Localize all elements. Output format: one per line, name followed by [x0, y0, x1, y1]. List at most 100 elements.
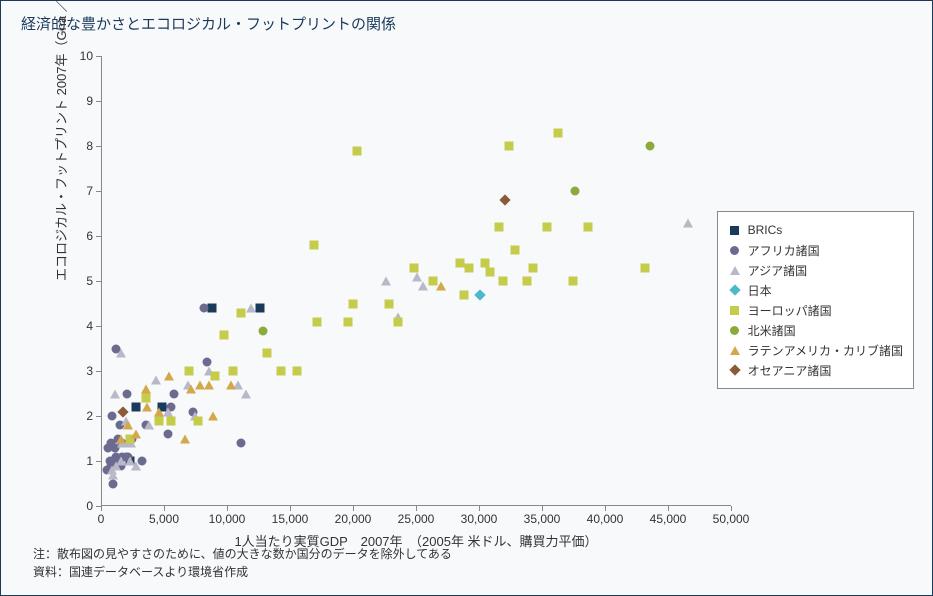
data-point-asia	[241, 389, 251, 398]
data-point-europe	[293, 367, 302, 376]
x-tick-label: 35,000	[524, 512, 561, 526]
data-point-asia	[418, 281, 428, 290]
data-point-europe	[352, 146, 361, 155]
data-point-namerica	[570, 187, 579, 196]
legend-item-japan: 日本	[728, 280, 903, 300]
legend-item-africa: アフリカ諸国	[728, 240, 903, 260]
legend-label: ラテンアメリカ・カリブ諸国	[748, 342, 903, 359]
data-point-brics	[255, 304, 264, 313]
data-point-europe	[542, 223, 551, 232]
data-point-europe	[641, 263, 650, 272]
y-tick-label: 5	[86, 274, 93, 288]
data-point-japan	[476, 291, 484, 299]
legend-label: BRICs	[748, 223, 783, 237]
y-tick-label: 2	[86, 409, 93, 423]
x-tick-label: 20,000	[335, 512, 372, 526]
y-tick-label: 4	[86, 319, 93, 333]
y-tick-label: 3	[86, 364, 93, 378]
legend-item-oceania: オセアニア諸国	[728, 360, 903, 380]
data-point-africa	[109, 479, 118, 488]
data-point-europe	[528, 263, 537, 272]
x-tick-label: 30,000	[461, 512, 498, 526]
data-point-europe	[410, 263, 419, 272]
data-point-europe	[211, 371, 220, 380]
x-tick-label: 5,000	[149, 512, 179, 526]
footnote-line1: 注：散布図の見やすさのために、値の大きな数か国分のデータを除外してある	[33, 545, 452, 563]
y-tick-label: 1	[86, 454, 93, 468]
data-point-africa	[123, 389, 132, 398]
data-point-europe	[481, 259, 490, 268]
data-point-asia	[151, 376, 161, 385]
y-tick-label: 10	[80, 49, 93, 63]
data-point-namerica	[646, 142, 655, 151]
data-point-asia	[110, 389, 120, 398]
data-point-asia	[683, 218, 693, 227]
y-tick-label: 8	[86, 139, 93, 153]
legend-label: オセアニア諸国	[748, 362, 832, 379]
plot-area	[101, 56, 731, 506]
data-point-brics	[132, 403, 141, 412]
data-point-europe	[313, 317, 322, 326]
data-point-asia	[144, 421, 154, 430]
data-point-europe	[554, 128, 563, 137]
data-point-europe	[142, 394, 151, 403]
data-point-africa	[202, 358, 211, 367]
y-tick-label: 7	[86, 184, 93, 198]
x-tick-label: 40,000	[587, 512, 624, 526]
chart-area: 01234567891005,00010,00015,00020,00025,0…	[101, 56, 731, 506]
data-point-africa	[163, 430, 172, 439]
data-point-asia	[246, 304, 256, 313]
data-point-europe	[236, 308, 245, 317]
footnote: 注：散布図の見やすさのために、値の大きな数か国分のデータを除外してある 資料：国…	[33, 545, 452, 581]
data-point-latam	[180, 434, 190, 443]
legend-item-brics: BRICs	[728, 220, 903, 240]
data-point-latam	[142, 403, 152, 412]
data-point-europe	[229, 367, 238, 376]
y-tick-label: 9	[86, 94, 93, 108]
x-tick-label: 15,000	[272, 512, 309, 526]
data-point-oceania	[501, 196, 509, 204]
y-tick-label: 6	[86, 229, 93, 243]
data-point-africa	[169, 389, 178, 398]
data-point-africa	[236, 439, 245, 448]
data-point-europe	[486, 268, 495, 277]
data-point-latam	[226, 380, 236, 389]
data-point-europe	[511, 245, 520, 254]
y-tick-label: 0	[86, 499, 93, 513]
data-point-europe	[494, 223, 503, 232]
data-point-latam	[436, 281, 446, 290]
data-point-asia	[116, 349, 126, 358]
data-point-latam	[123, 421, 133, 430]
data-point-europe	[394, 317, 403, 326]
y-axis-label: エコロジカル・フットプリント 2007年（Gha ／人）	[51, 0, 70, 281]
chart-container: 経済的な豊かさとエコロジカル・フットプリントの関係 エコロジカル・フットプリント…	[0, 0, 933, 596]
legend-label: 日本	[748, 282, 772, 299]
data-point-asia	[163, 407, 173, 416]
x-tick-label: 0	[98, 512, 105, 526]
data-point-europe	[263, 349, 272, 358]
data-point-latam	[204, 380, 214, 389]
data-point-europe	[167, 416, 176, 425]
data-point-oceania	[119, 408, 127, 416]
chart-title: 経済的な豊かさとエコロジカル・フットプリントの関係	[1, 1, 932, 34]
data-point-europe	[184, 367, 193, 376]
legend-label: ヨーロッパ諸国	[748, 302, 832, 319]
data-point-europe	[455, 259, 464, 268]
data-point-europe	[385, 299, 394, 308]
legend-item-namerica: 北米諸国	[728, 320, 903, 340]
data-point-latam	[116, 434, 126, 443]
data-point-latam	[164, 371, 174, 380]
data-point-namerica	[259, 326, 268, 335]
x-tick-label: 25,000	[398, 512, 435, 526]
data-point-europe	[193, 416, 202, 425]
data-point-asia	[412, 272, 422, 281]
legend-item-asia: アジア諸国	[728, 260, 903, 280]
x-tick-label: 10,000	[209, 512, 246, 526]
data-point-europe	[348, 299, 357, 308]
data-point-latam	[131, 430, 141, 439]
data-point-africa	[200, 304, 209, 313]
legend: BRICs アフリカ諸国アジア諸国日本ヨーロッパ諸国北米諸国ラテンアメリカ・カリブ…	[717, 211, 914, 389]
data-point-europe	[220, 331, 229, 340]
data-point-europe	[569, 277, 578, 286]
data-point-europe	[498, 277, 507, 286]
